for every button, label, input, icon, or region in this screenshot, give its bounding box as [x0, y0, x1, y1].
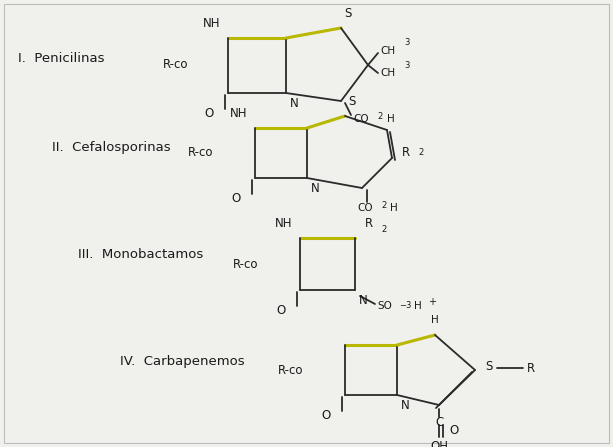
Text: N: N [290, 97, 299, 110]
Text: R-co: R-co [232, 257, 258, 270]
Text: NH: NH [275, 217, 292, 230]
Text: S: S [348, 95, 356, 108]
Text: III.  Monobactamos: III. Monobactamos [78, 249, 204, 261]
Text: R-co: R-co [278, 363, 303, 376]
Text: 2: 2 [377, 112, 383, 121]
Text: 3: 3 [404, 61, 409, 70]
Text: NH: NH [202, 17, 220, 30]
Text: C: C [435, 417, 443, 430]
Text: O: O [276, 304, 286, 317]
Text: 2: 2 [381, 201, 386, 210]
Text: O: O [232, 192, 241, 205]
Text: N: N [401, 399, 409, 412]
Text: O: O [322, 409, 331, 422]
Text: CO: CO [353, 114, 368, 124]
Text: S: S [344, 7, 351, 20]
Text: O: O [449, 425, 459, 438]
Text: CH: CH [380, 46, 395, 56]
Text: SO: SO [377, 301, 392, 311]
Text: H: H [414, 301, 422, 311]
Text: N: N [311, 182, 320, 195]
Text: S: S [485, 359, 492, 372]
Text: 3: 3 [405, 301, 410, 311]
Text: IV.  Carbapenemos: IV. Carbapenemos [120, 355, 245, 368]
Text: 3: 3 [404, 38, 409, 47]
Text: R: R [402, 147, 410, 160]
Text: R: R [527, 362, 535, 375]
Text: II.  Cefalosporinas: II. Cefalosporinas [52, 142, 170, 155]
Text: OH: OH [430, 440, 448, 447]
Text: H: H [387, 114, 395, 124]
Text: NH: NH [229, 107, 247, 120]
Text: N: N [359, 294, 368, 307]
Text: H: H [431, 315, 439, 325]
Text: CH: CH [380, 68, 395, 78]
Text: R: R [365, 217, 373, 230]
Text: H: H [390, 203, 398, 213]
Text: 2: 2 [381, 225, 386, 234]
Text: R-co: R-co [188, 147, 213, 160]
Text: 2: 2 [418, 148, 423, 157]
Text: CO: CO [357, 203, 373, 213]
Text: I.  Penicilinas: I. Penicilinas [18, 51, 104, 64]
Text: +: + [428, 297, 436, 307]
Text: −: − [399, 301, 406, 310]
Text: O: O [205, 107, 214, 120]
Text: R-co: R-co [162, 59, 188, 72]
